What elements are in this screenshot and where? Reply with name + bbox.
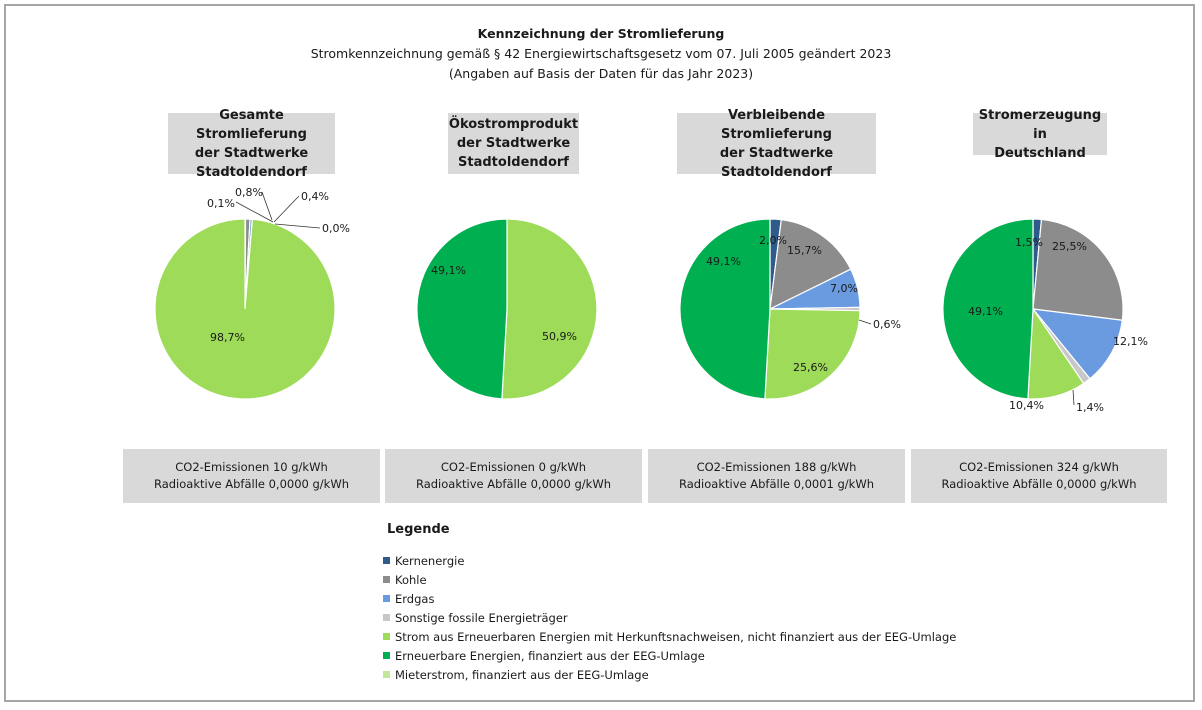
legend-swatch <box>383 576 390 583</box>
leader-line <box>1072 389 1075 406</box>
waste-text: Radioaktive Abfälle 0,0000 g/kWh <box>153 477 350 491</box>
info-box-deutschland: CO2-Emissionen 324 g/kWh Radioaktive Abf… <box>911 449 1167 503</box>
page-title: Kennzeichnung der Stromlieferung <box>477 26 725 41</box>
leader-line <box>261 191 273 221</box>
pie-label-strom_hkn: 50,9% <box>542 330 577 343</box>
legend-label: Strom aus Erneuerbaren Energien mit Herk… <box>395 629 957 644</box>
pie-label-eeg: 49,1% <box>968 305 1003 318</box>
pie-slice-kohle <box>769 219 852 311</box>
pie-1: 50,9% 49,1% <box>416 218 598 400</box>
legend-item-erdgas: Erdgas <box>380 589 956 608</box>
page-subtitle-2: (Angaben auf Basis der Daten für das Jah… <box>448 66 754 81</box>
waste-text: Radioaktive Abfälle 0,0000 g/kWh <box>415 477 612 491</box>
legend-swatch <box>383 557 390 564</box>
emissions-text: CO2-Emissionen 0 g/kWh <box>440 460 587 474</box>
pie-label-erdgas: 0,4% <box>301 190 329 203</box>
leader-line <box>235 201 274 223</box>
info-box-verbleibend: CO2-Emissionen 188 g/kWh Radioaktive Abf… <box>648 449 905 503</box>
pie-label-eeg: 49,1% <box>431 264 466 277</box>
pie-slice-kohle <box>1032 218 1124 321</box>
legend-item-sonstige: Sonstige fossile Energieträger <box>380 608 956 627</box>
pie-label-strom_hkn: 25,6% <box>793 361 828 374</box>
pie-slice-eeg <box>679 218 771 400</box>
pie-label-kohle: 25,5% <box>1052 240 1087 253</box>
info-box-oekostrom: CO2-Emissionen 0 g/kWh Radioaktive Abfäl… <box>385 449 642 503</box>
pie-label-strom_hkn: 98,7% <box>210 331 245 344</box>
pie-slice-eeg <box>416 218 508 400</box>
pie-label-erdgas: 7,0% <box>830 282 858 295</box>
pie-label-sonstige: 0,6% <box>873 318 901 331</box>
legend-items: Kernenergie Kohle Erdgas Sonstige fossile E… <box>380 551 956 684</box>
pie-3: 1,5% 25,5% 12,1% 1,4% 10,4% 49,1% <box>942 218 1148 414</box>
legend-item-kohle: Kohle <box>380 570 956 589</box>
pie-0: 0,1%0,8% 0,4% 0,0% 98,7% <box>154 186 350 400</box>
legend-swatch <box>383 633 390 640</box>
legend-swatch <box>383 671 390 678</box>
legend-item-kernenergie: Kernenergie <box>380 551 956 570</box>
pie-label-strom_hkn: 10,4% <box>1009 399 1044 412</box>
pie-label-erdgas: 12,1% <box>1113 335 1148 348</box>
legend-item-strom_hkn: Strom aus Erneuerbaren Energien mit Herk… <box>380 627 956 646</box>
legend: Legende Kernenergie Kohle Erdgas Sonstige f… <box>380 522 956 684</box>
waste-text: Radioaktive Abfälle 0,0001 g/kWh <box>678 477 875 491</box>
pie-label-kohle: 0,8% <box>235 186 263 199</box>
legend-item-eeg: Erneuerbare Energien, finanziert aus der… <box>380 646 956 665</box>
pie-label-kohle: 15,7% <box>787 244 822 257</box>
chart-title-oekostrom: Ökostromprodukt der Stadtwerke Stadtolde… <box>448 113 579 174</box>
emissions-text: CO2-Emissionen 10 g/kWh <box>175 460 328 474</box>
pie-slice-strom_hkn <box>154 218 336 400</box>
emissions-text: CO2-Emissionen 188 g/kWh <box>696 460 857 474</box>
legend-title: Legende <box>387 522 450 537</box>
pie-label-sonstige: 0,0% <box>322 222 350 235</box>
pie-label-kernenergie: 1,5% <box>1015 236 1043 249</box>
legend-label: Erdgas <box>395 591 435 606</box>
pie-2: 2,0%15,7% 7,0% 0,6% 25,6% 49,1% <box>679 218 901 400</box>
legend-swatch <box>383 595 390 602</box>
pie-slice-strom_hkn <box>764 308 861 400</box>
pie-label-eeg: 49,1% <box>706 255 741 268</box>
legend-label: Kernenergie <box>395 553 465 568</box>
pie-charts: 0,1%0,8% 0,4%0,0%98,7% 50,9%49,1%2,0%15,7%… <box>154 186 1148 414</box>
legend-item-mieterstrom: Mieterstrom, finanziert aus der EEG-Umla… <box>380 665 956 684</box>
pie-slice-strom_hkn <box>501 218 598 400</box>
legend-swatch <box>383 614 390 621</box>
legend-label: Sonstige fossile Energieträger <box>395 610 568 625</box>
pie-slice-eeg <box>942 218 1034 400</box>
legend-swatch <box>383 652 390 659</box>
info-box-gesamt: CO2-Emissionen 10 g/kWh Radioaktive Abfä… <box>123 449 380 503</box>
page-subtitle-1: Stromkennzeichnung gemäß § 42 Energiewir… <box>310 46 892 61</box>
legend-label: Kohle <box>395 572 427 587</box>
emissions-text: CO2-Emissionen 324 g/kWh <box>959 460 1119 474</box>
pie-label-kernenergie: 2,0% <box>759 234 787 247</box>
leader-line <box>858 319 872 325</box>
pie-label-kernenergie: 0,1% <box>207 197 235 210</box>
waste-text: Radioaktive Abfälle 0,0000 g/kWh <box>941 477 1137 491</box>
pie-slice-erdgas <box>1031 308 1123 380</box>
legend-label: Mieterstrom, finanziert aus der EEG-Umla… <box>395 667 649 682</box>
header: Kennzeichnung der Stromlieferung Stromke… <box>0 24 1202 84</box>
legend-label: Erneuerbare Energien, finanziert aus der… <box>395 648 705 663</box>
pie-label-sonstige: 1,4% <box>1076 401 1104 414</box>
leader-line <box>274 223 321 229</box>
leader-line <box>273 195 300 223</box>
